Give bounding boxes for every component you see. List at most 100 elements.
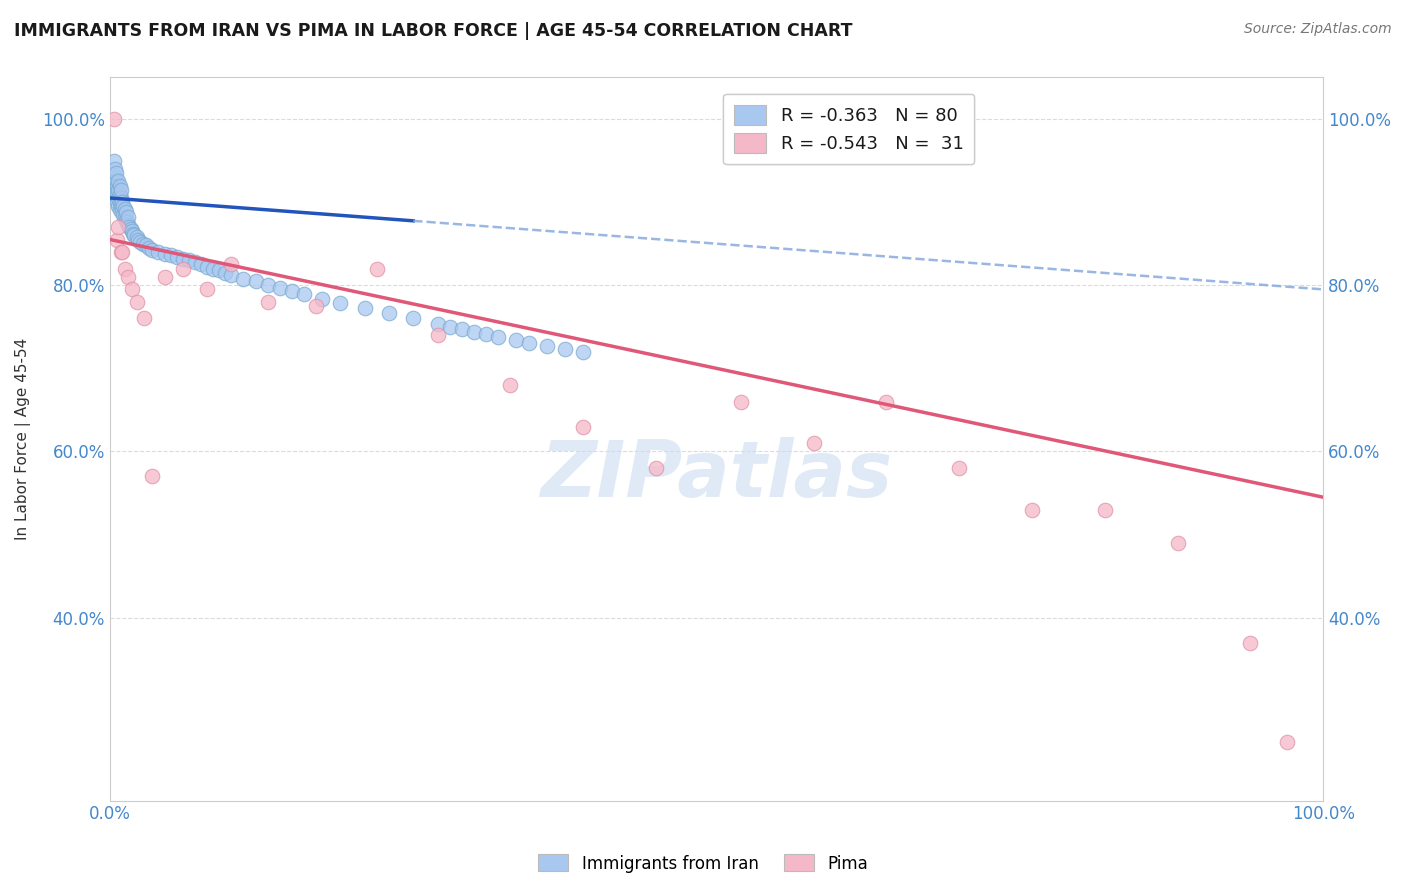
Point xyxy=(195,282,218,296)
Point xyxy=(135,238,157,252)
Point xyxy=(103,178,125,193)
Point xyxy=(105,174,128,188)
Point xyxy=(166,250,188,264)
Point xyxy=(105,178,128,193)
Point xyxy=(256,278,278,293)
Point xyxy=(110,183,132,197)
Point xyxy=(439,319,461,334)
Text: Source: ZipAtlas.com: Source: ZipAtlas.com xyxy=(1244,22,1392,37)
Point xyxy=(111,195,134,210)
Y-axis label: In Labor Force | Age 45-54: In Labor Force | Age 45-54 xyxy=(15,338,31,541)
Point xyxy=(202,261,225,276)
Point xyxy=(426,328,449,343)
Point xyxy=(153,246,176,260)
Point xyxy=(127,233,149,247)
Point xyxy=(108,203,131,218)
Point xyxy=(104,186,127,201)
Point xyxy=(572,344,595,359)
Point xyxy=(105,183,128,197)
Point xyxy=(402,311,425,326)
Point xyxy=(305,299,328,313)
Point xyxy=(195,260,218,274)
Point xyxy=(450,322,472,336)
Text: IMMIGRANTS FROM IRAN VS PIMA IN LABOR FORCE | AGE 45-54 CORRELATION CHART: IMMIGRANTS FROM IRAN VS PIMA IN LABOR FO… xyxy=(14,22,852,40)
Point xyxy=(148,245,170,260)
Point xyxy=(378,306,401,320)
Point xyxy=(138,241,160,255)
Point xyxy=(554,343,576,357)
Point xyxy=(122,227,145,241)
Point xyxy=(311,292,333,306)
Point xyxy=(232,271,254,285)
Point xyxy=(125,230,148,244)
Point xyxy=(1275,735,1298,749)
Point xyxy=(105,195,128,210)
Point xyxy=(1094,502,1116,516)
Point xyxy=(114,261,136,276)
Point xyxy=(132,236,155,251)
Point xyxy=(110,191,132,205)
Point xyxy=(107,220,129,235)
Point xyxy=(104,161,127,176)
Point xyxy=(107,183,129,197)
Point xyxy=(108,186,131,201)
Point xyxy=(159,248,181,262)
Point xyxy=(644,461,666,475)
Point xyxy=(122,228,145,243)
Point xyxy=(1167,536,1189,550)
Point xyxy=(112,199,135,213)
Point xyxy=(141,244,163,258)
Point xyxy=(499,378,522,392)
Point xyxy=(172,252,194,266)
Point xyxy=(366,261,388,276)
Point xyxy=(105,166,128,180)
Point xyxy=(329,295,352,310)
Point xyxy=(132,311,155,326)
Point xyxy=(117,210,139,224)
Point xyxy=(803,436,825,450)
Point xyxy=(125,294,148,309)
Point xyxy=(572,419,595,434)
Legend: Immigrants from Iran, Pima: Immigrants from Iran, Pima xyxy=(531,847,875,880)
Point xyxy=(208,263,231,277)
Point xyxy=(117,219,139,233)
Point xyxy=(177,253,200,268)
Point xyxy=(108,178,131,193)
Point xyxy=(118,220,141,235)
Point xyxy=(353,301,375,315)
Point xyxy=(105,233,128,247)
Point xyxy=(505,333,527,347)
Legend: R = -0.363   N = 80, R = -0.543   N =  31: R = -0.363 N = 80, R = -0.543 N = 31 xyxy=(723,94,974,164)
Point xyxy=(111,245,134,260)
Point xyxy=(121,224,143,238)
Point xyxy=(115,215,138,229)
Point xyxy=(110,245,132,260)
Text: ZIPatlas: ZIPatlas xyxy=(540,437,893,513)
Point xyxy=(107,191,129,205)
Point xyxy=(475,327,498,342)
Point xyxy=(114,205,136,219)
Point xyxy=(281,284,304,298)
Point xyxy=(129,235,152,249)
Point xyxy=(426,318,449,332)
Point xyxy=(114,210,136,224)
Point xyxy=(245,274,267,288)
Point xyxy=(141,469,163,483)
Point xyxy=(121,282,143,296)
Point xyxy=(103,153,125,168)
Point xyxy=(463,325,485,339)
Point xyxy=(114,213,136,227)
Point xyxy=(221,257,243,271)
Point xyxy=(875,394,897,409)
Point xyxy=(536,339,558,353)
Point xyxy=(107,174,129,188)
Point xyxy=(486,330,509,344)
Point xyxy=(107,199,129,213)
Point xyxy=(517,335,540,350)
Point xyxy=(110,199,132,213)
Point xyxy=(214,266,236,280)
Point xyxy=(117,269,139,284)
Point xyxy=(1239,635,1261,649)
Point xyxy=(256,294,278,309)
Point xyxy=(221,268,243,283)
